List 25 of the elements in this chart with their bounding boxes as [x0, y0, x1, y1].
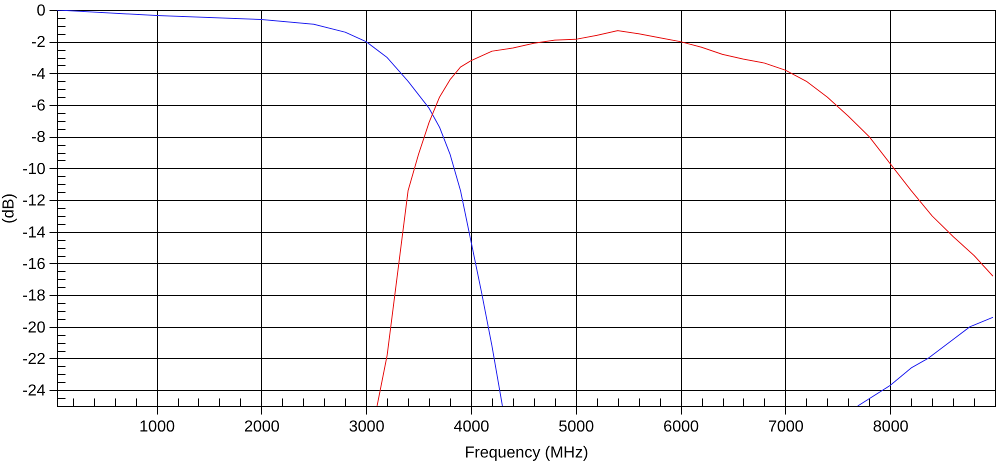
y-tick-label: -12 [22, 192, 46, 210]
x-tick-label: 2000 [244, 418, 280, 436]
x-tick-label: 4000 [454, 418, 490, 436]
y-tick-label: -4 [31, 66, 46, 83]
y-tick-label: -18 [22, 288, 46, 305]
x-axis-title: Frequency (MHz) [464, 444, 588, 462]
y-axis-title: (dB) [0, 193, 18, 224]
x-tick-label: 8000 [872, 418, 909, 436]
y-tick-label: -2 [31, 34, 46, 52]
x-tick-label: 1000 [139, 418, 175, 436]
y-tick-label: -24 [22, 382, 46, 400]
line-series [857, 316, 994, 406]
x-tick-label: 5000 [558, 418, 594, 436]
y-tick-label: -10 [22, 160, 46, 178]
x-tick-label: 7000 [768, 418, 804, 436]
y-tick-label: -8 [31, 129, 46, 146]
x-tick-label: 3000 [348, 418, 385, 436]
y-tick-label: -16 [22, 256, 46, 273]
y-tick-label: -14 [22, 224, 46, 242]
y-tick-label: -22 [22, 350, 46, 368]
y-tick-label: 0 [36, 2, 46, 20]
line-series [376, 30, 994, 406]
x-tick-label: 6000 [663, 418, 699, 436]
y-tick-label: -20 [22, 319, 46, 336]
y-tick-label: -6 [31, 98, 46, 115]
